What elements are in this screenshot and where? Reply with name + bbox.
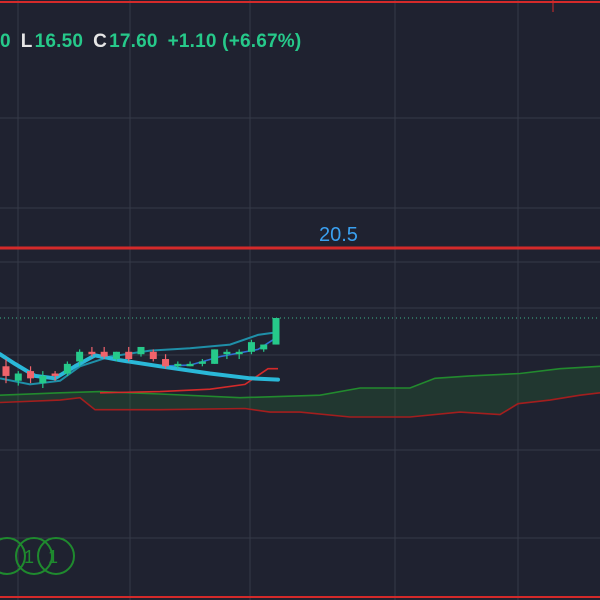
candle-body — [223, 351, 231, 355]
candle-body — [149, 351, 157, 360]
close-key: C — [93, 31, 108, 52]
candle-body — [174, 363, 182, 367]
candle-body — [162, 359, 170, 367]
signal-marker-circle — [15, 537, 53, 575]
candle-body — [112, 351, 120, 360]
candle-body — [2, 366, 10, 376]
candle-body — [198, 361, 206, 364]
candle-body — [100, 351, 108, 357]
candle-body — [211, 349, 219, 364]
signal-marker-label: 1 — [24, 547, 34, 567]
red-base-line — [99, 367, 278, 394]
candle-body — [260, 344, 268, 350]
candle-body — [137, 346, 145, 355]
candle-body — [247, 342, 255, 352]
candle-body — [14, 373, 22, 381]
signal-marker-circle — [0, 537, 26, 575]
ohlc-legend: 0 L 16.50 C 17.60 +1.10 (+6.67%) — [0, 30, 301, 54]
candle-body — [39, 375, 47, 384]
candle-body — [125, 351, 133, 360]
cloud-fill — [0, 366, 600, 417]
change-value: +1.10 — [167, 31, 217, 52]
resistance-level-label[interactable]: 20.5 — [319, 224, 358, 246]
candle-body — [27, 371, 35, 379]
signal-marker-label: 1 — [48, 547, 58, 567]
leading-span-a-line — [0, 365, 600, 399]
candle-body — [63, 363, 71, 374]
leading-span-b-line — [0, 392, 600, 418]
candle-body — [51, 373, 59, 376]
open-value-tail: 0 — [0, 31, 11, 52]
candle-body — [186, 363, 194, 367]
signal-marker-circle — [37, 537, 75, 575]
low-value: 16.50 — [34, 31, 84, 52]
candle-body — [235, 351, 243, 355]
candle-body — [272, 318, 280, 345]
low-key: L — [20, 31, 33, 52]
change-percent: (+6.67%) — [222, 31, 302, 52]
close-value: 17.60 — [109, 31, 158, 52]
candle-body — [88, 351, 96, 355]
candle-body — [76, 351, 84, 362]
